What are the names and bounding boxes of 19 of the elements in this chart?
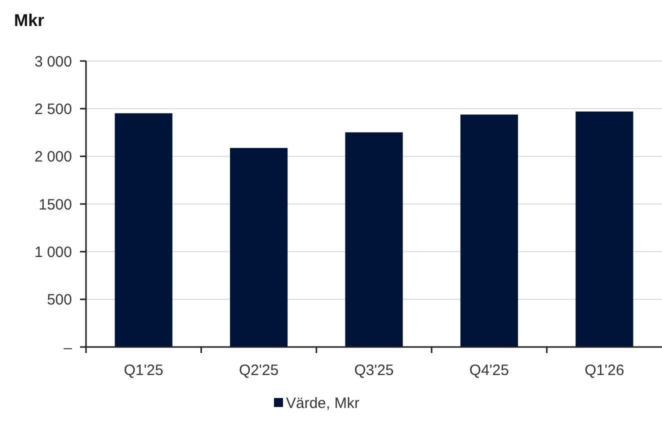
y-tick-label: – bbox=[64, 339, 73, 356]
bar bbox=[230, 148, 288, 347]
y-tick-label: 1500 bbox=[38, 196, 72, 214]
y-tick-label: 2 500 bbox=[34, 100, 72, 118]
y-tick-label: 2 000 bbox=[34, 148, 72, 166]
y-tick-label: 500 bbox=[46, 292, 72, 309]
y-tick-label: 1 000 bbox=[34, 244, 72, 261]
x-tick-label: Q4'25 bbox=[469, 362, 509, 379]
x-tick-label: Q1'26 bbox=[584, 362, 624, 379]
x-tick-label: Q1'25 bbox=[124, 362, 164, 379]
x-tick-label: Q2'25 bbox=[239, 362, 279, 379]
y-tick-label: 3 000 bbox=[34, 53, 72, 70]
legend-label: Värde, Mkr bbox=[286, 395, 360, 412]
bar bbox=[460, 114, 518, 347]
x-tick-label: Q3'25 bbox=[354, 362, 394, 379]
y-axis-title: Mkr bbox=[14, 11, 45, 30]
bar bbox=[345, 132, 403, 347]
bar bbox=[114, 113, 172, 347]
bar bbox=[576, 112, 634, 347]
